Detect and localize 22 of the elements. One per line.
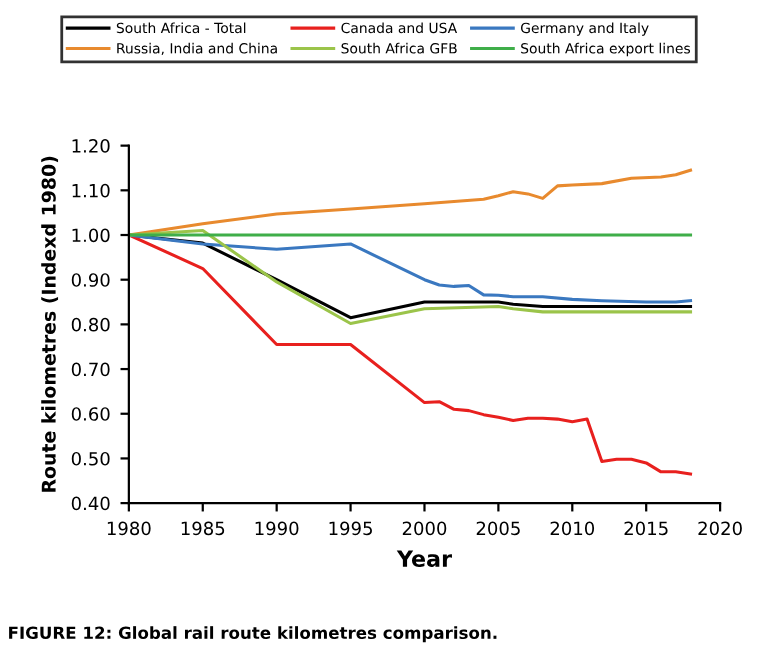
- y-tick-label: 0.80: [71, 317, 110, 332]
- x-tick-label: 2005: [476, 521, 520, 536]
- x-tick-label: 2000: [402, 521, 447, 536]
- y-tick-label: 0.40: [71, 496, 110, 511]
- caption: FIGURE 12: Global rail route kilometres comparison.: [9, 626, 497, 643]
- line-series: [128, 233, 693, 476]
- y-tick-label: 0.70: [71, 362, 110, 377]
- x-tick-label: 1990: [255, 521, 299, 536]
- x-tick-label: 2015: [624, 521, 668, 536]
- x-axis-title: Year: [396, 550, 452, 567]
- y-tick-label: 1.10: [72, 183, 110, 198]
- x-tick-label: 2010: [550, 521, 595, 536]
- y-tick-label: 1.00: [72, 228, 110, 243]
- y-axis-title: Route kilometres (Indexd 1980): [41, 156, 59, 492]
- y-tick-label: 0.50: [71, 451, 110, 466]
- x-tick-label: 2020: [698, 521, 742, 536]
- y-tick-label: 0.90: [71, 273, 110, 287]
- x-tick-label: 1980: [107, 521, 151, 536]
- x-tick-label: 1995: [329, 521, 372, 536]
- y-tick-label: 0.60: [71, 407, 110, 421]
- x-tick-label: 1985: [181, 521, 225, 536]
- y-tick-label: 1.20: [72, 139, 110, 153]
